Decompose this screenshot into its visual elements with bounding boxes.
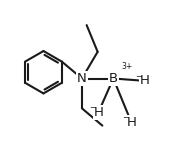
Text: B: B <box>109 72 118 85</box>
Text: −: − <box>122 114 129 123</box>
Text: −: − <box>89 103 96 112</box>
Text: −: − <box>135 72 142 81</box>
Text: N: N <box>77 72 87 85</box>
Text: H: H <box>140 74 150 87</box>
Text: 3+: 3+ <box>122 62 133 71</box>
Text: H: H <box>94 106 103 119</box>
Text: H: H <box>126 116 136 129</box>
